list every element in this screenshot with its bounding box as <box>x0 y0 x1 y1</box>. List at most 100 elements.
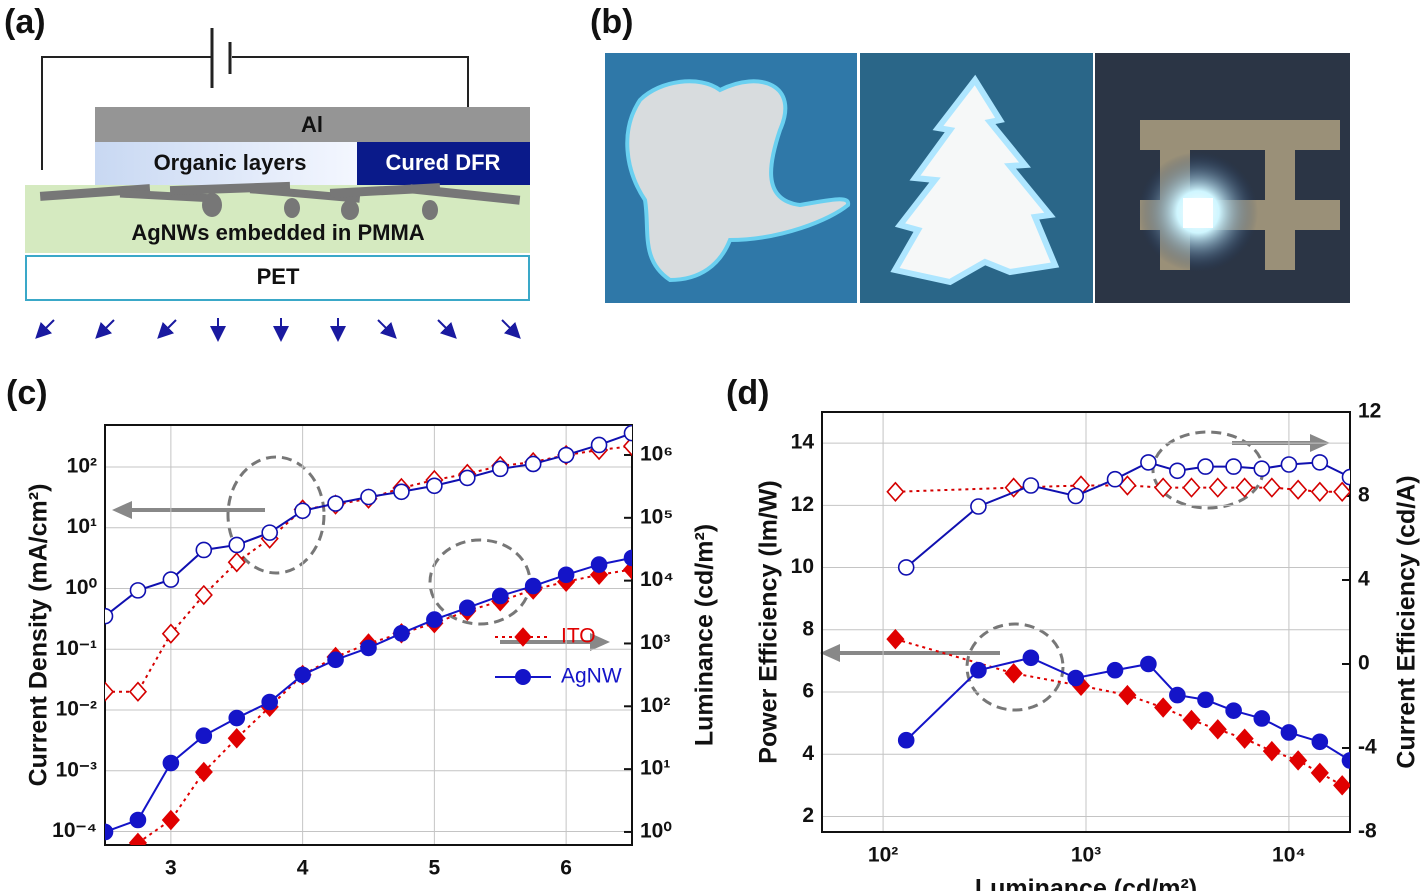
marker <box>393 625 410 642</box>
marker <box>1182 709 1201 731</box>
al-layer <box>95 107 530 142</box>
marker <box>105 681 115 702</box>
y2-tick-label: -4 <box>1358 736 1377 759</box>
data-layer <box>105 425 632 845</box>
marker <box>161 623 180 644</box>
marker <box>426 611 443 628</box>
legend-label: ITO <box>561 625 596 648</box>
x-axis-title: Voltage (V) <box>304 888 433 891</box>
lit-pixel <box>1183 198 1213 228</box>
pet-layer <box>25 255 530 301</box>
nanowires <box>39 181 521 220</box>
marker <box>1235 728 1254 749</box>
marker <box>1262 740 1281 762</box>
marker <box>524 455 542 473</box>
y2-tick-label: 10⁵ <box>640 505 673 528</box>
x-tick-label: 6 <box>560 857 572 880</box>
marker <box>1140 454 1157 471</box>
marker <box>524 577 542 595</box>
series-line <box>105 556 632 833</box>
marker <box>161 809 180 831</box>
layer-label: AgNWs embedded in PMMA <box>131 220 424 245</box>
marker <box>194 584 213 606</box>
marker <box>557 446 575 464</box>
marker <box>294 502 311 520</box>
marker <box>1140 655 1157 673</box>
layer-label: Cured DFR <box>386 150 501 175</box>
marker <box>1289 750 1308 771</box>
marker <box>195 727 213 745</box>
y2-tick-label: 10⁰ <box>640 820 672 843</box>
marker <box>590 436 608 454</box>
marker <box>1225 458 1242 475</box>
marker <box>1235 477 1254 498</box>
marker <box>1004 663 1023 684</box>
light-arrows <box>35 318 521 342</box>
marker <box>228 709 246 727</box>
y-axis-title: Power Efficiency (lm/W) <box>755 480 783 763</box>
layer-label: Organic layers <box>154 150 307 175</box>
marker <box>1154 477 1173 498</box>
marker <box>1182 477 1201 498</box>
bird-shape <box>625 79 850 283</box>
marker <box>105 607 114 625</box>
marker <box>1341 468 1350 486</box>
y2-tick-label: -8 <box>1358 820 1377 843</box>
marker <box>886 628 905 650</box>
marker <box>1208 477 1227 498</box>
panel-label: (d) <box>726 374 769 412</box>
y2-tick-label: 4 <box>1358 568 1370 591</box>
marker <box>491 587 509 605</box>
marker <box>1253 710 1271 727</box>
marker <box>1106 470 1124 488</box>
plot-frame <box>104 424 633 846</box>
marker <box>227 728 246 749</box>
y2-axis-title: Luminance (cd/m²) <box>691 524 719 746</box>
legend-marker <box>515 669 531 685</box>
arrowhead <box>590 633 610 651</box>
y-tick-label: 4 <box>802 742 814 765</box>
marker <box>622 435 632 457</box>
marker <box>327 651 344 669</box>
marker <box>228 536 246 554</box>
arrowhead <box>112 501 132 519</box>
marker <box>1310 762 1329 784</box>
y-tick-label: 10⁰ <box>65 576 97 599</box>
marker <box>1067 669 1085 687</box>
marker <box>1280 456 1298 473</box>
highlight-ellipse <box>226 455 326 575</box>
plot-frame <box>821 411 1351 833</box>
panel-a: (a) Al Organic layers Cured DFR AgNWs em… <box>4 3 530 342</box>
legend-swatch <box>515 669 531 685</box>
marker <box>1169 462 1186 480</box>
marker <box>1311 454 1329 471</box>
marker <box>1169 686 1186 704</box>
marker <box>1208 719 1227 740</box>
marker <box>360 488 377 506</box>
panel-label: (a) <box>4 3 46 41</box>
legend-swatch <box>514 627 532 647</box>
marker <box>1197 691 1214 709</box>
y2-tick-label: 10⁴ <box>640 568 674 591</box>
dfr-layer <box>357 142 530 185</box>
legend-marker <box>514 627 532 647</box>
marker <box>1253 460 1271 478</box>
marker <box>195 541 213 559</box>
marker <box>1004 477 1023 498</box>
marker <box>623 549 632 567</box>
layer-label: PET <box>257 264 300 289</box>
marker <box>1262 477 1281 498</box>
marker <box>105 823 114 841</box>
tree-shape <box>890 74 1060 286</box>
marker <box>1289 479 1308 500</box>
marker <box>1067 487 1085 505</box>
series-line <box>105 445 632 693</box>
series-line <box>137 568 632 844</box>
y-tick-label: 14 <box>791 431 815 454</box>
marker <box>590 556 608 573</box>
marker <box>459 469 476 487</box>
highlight-ellipse <box>965 622 1065 712</box>
marker <box>557 566 575 584</box>
y-tick-label: 6 <box>802 680 814 703</box>
marker <box>897 559 915 576</box>
